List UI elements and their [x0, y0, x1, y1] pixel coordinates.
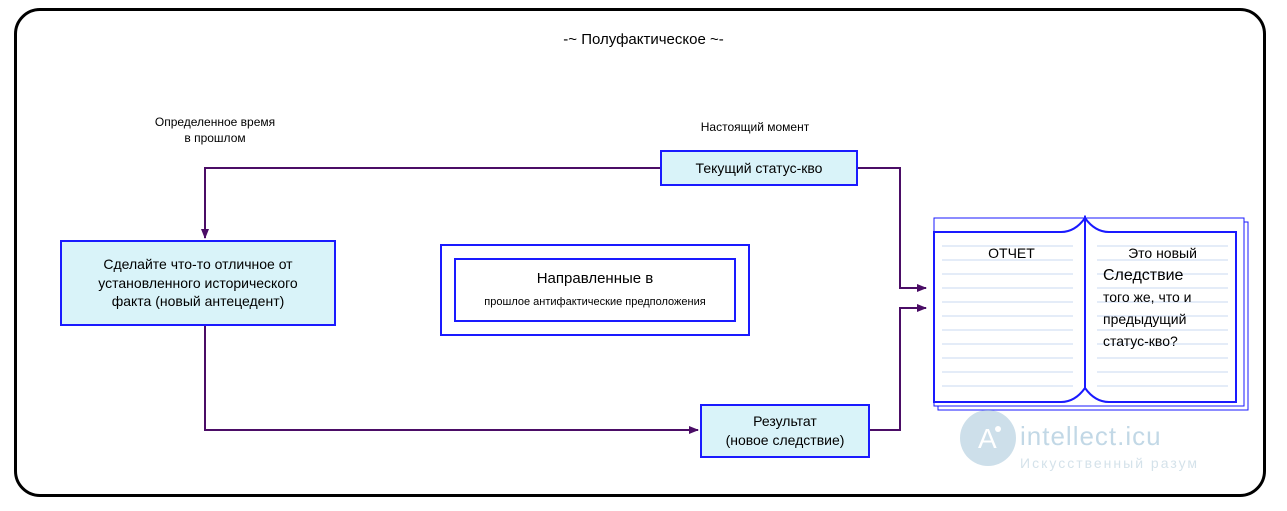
notebook-right-line: статус-кво?: [1103, 333, 1178, 349]
node-status-quo: Текущий статус-кво: [660, 150, 858, 186]
node-result-line1: Результат: [753, 413, 817, 429]
watermark-badge-icon: A: [958, 408, 1018, 468]
node-assumptions: Направленные в прошлое антифактические п…: [454, 258, 736, 322]
notebook-right-title: Это новый: [1128, 245, 1197, 261]
node-assumptions-line1: Направленные в: [537, 270, 654, 287]
node-status-quo-text: Текущий статус-кво: [696, 159, 823, 178]
diagram-title: -~ Полуфактическое ~-: [0, 30, 1287, 50]
label-now: Настоящий момент: [655, 120, 855, 136]
node-antecedent-line1: Сделайте что-то отличное от: [103, 256, 292, 272]
label-past-time-line2: в прошлом: [184, 131, 245, 145]
watermark-tagline: Искусственный разум: [1020, 454, 1199, 472]
node-result: Результат (новое следствие): [700, 404, 870, 458]
svg-text:A: A: [978, 423, 997, 454]
label-past-time-line1: Определенное время: [155, 115, 275, 129]
notebook-right-line: того же, что и: [1103, 289, 1192, 305]
node-antecedent-line2: установленного исторического: [98, 275, 297, 291]
node-antecedent-line3: факта (новый антецедент): [112, 293, 285, 309]
notebook-right-line: предыдущий: [1103, 311, 1186, 327]
node-notebook: ОТЧЕТ Это новый Следствие того же, что и пре…: [930, 214, 1260, 422]
notebook-left-title: ОТЧЕТ: [988, 245, 1035, 261]
diagram-stage: -~ Полуфактическое ~- Определенное время…: [0, 0, 1287, 511]
notebook-right-line: Следствие: [1103, 267, 1184, 284]
watermark-brand: intellect.icu: [1020, 420, 1162, 454]
node-antecedent: Сделайте что-то отличное от установленно…: [60, 240, 336, 326]
label-past-time: Определенное время в прошлом: [115, 115, 315, 146]
node-assumptions-line2: прошлое антифактические предположения: [484, 296, 705, 308]
node-result-line2: (новое следствие): [726, 432, 845, 448]
